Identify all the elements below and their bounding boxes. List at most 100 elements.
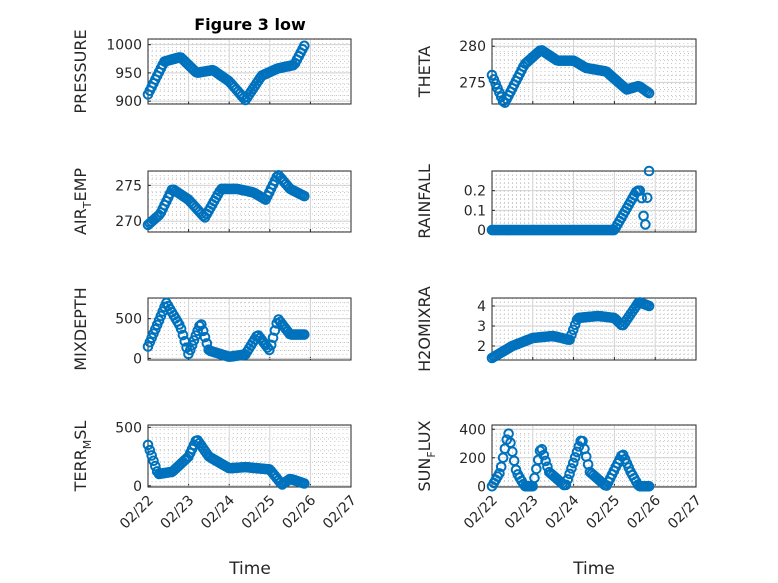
- figure-title: Figure 3 low: [194, 15, 306, 34]
- subplot-2: 275 280 THETA: [415, 38, 697, 108]
- axes-border: [491, 297, 697, 361]
- y-tick-label: 200: [459, 451, 486, 467]
- data-point: [175, 323, 187, 335]
- y-axis-label: MIXDEPTH: [71, 287, 90, 370]
- data-point: [564, 334, 575, 346]
- data-point: [264, 344, 275, 356]
- subplot-3: 270 275 AIRTEMP: [71, 168, 352, 235]
- data-point: [197, 325, 209, 337]
- x-tick-label: 02/26: [279, 492, 319, 532]
- data-point: [177, 329, 189, 341]
- data-point: [566, 329, 577, 341]
- y-axis-label: AIRTEMP: [71, 168, 94, 235]
- x-tick-label: 02/25: [239, 493, 279, 533]
- y-axis-label: SUNFLUX: [415, 420, 438, 491]
- data-point: [564, 468, 575, 480]
- data-point: [265, 339, 277, 351]
- y-tick-label: 0: [477, 479, 486, 495]
- x-tick-label: 02/26: [624, 492, 664, 532]
- data-point: [643, 300, 655, 312]
- data-point: [271, 171, 283, 183]
- y-tick-label: 4: [477, 299, 486, 315]
- data-point: [148, 455, 159, 467]
- x-tick-label: 02/22: [461, 493, 501, 533]
- data-point: [299, 478, 310, 489]
- data-point: [569, 452, 581, 463]
- data-point: [299, 190, 310, 202]
- y-tick-label: 0: [133, 351, 142, 367]
- y-axis-label: RAINFALL: [415, 164, 434, 239]
- data-point: [299, 40, 310, 52]
- y-tick-label: 500: [115, 420, 142, 436]
- data-point: [566, 463, 577, 474]
- data-point: [643, 87, 655, 99]
- subplot-4: 0 0.1 0.2 RAINFALL: [415, 164, 697, 239]
- y-tick-label: 1000: [106, 38, 142, 54]
- y-tick-label: 2: [477, 339, 486, 355]
- data-point: [299, 329, 310, 340]
- data-point: [196, 319, 207, 330]
- y-tick-label: 0.2: [464, 184, 486, 200]
- data-point: [560, 479, 572, 491]
- x-tick-label: 02/24: [543, 492, 583, 532]
- subplot-7: 0 500 TERRMSL 02/22 02/23 02/24 02/25 02/26 02/2…: [71, 420, 360, 532]
- x-axis-label-left: Time: [228, 559, 271, 579]
- x-tick-label: 02/22: [117, 493, 157, 533]
- y-tick-label: 3: [477, 319, 486, 335]
- data-point: [494, 468, 505, 479]
- axes-border: [147, 170, 352, 233]
- data-point: [643, 480, 655, 492]
- x-tick-label: 02/23: [158, 493, 198, 533]
- y-axis-label: H2OMIXRA: [415, 286, 434, 372]
- x-tick-label: 02/23: [502, 493, 542, 533]
- data-point: [640, 219, 651, 230]
- subplot-8: 0 200 400 SUNFLUX 02/22 02/23 02/24 02/25 02/26 0…: [415, 420, 705, 532]
- y-tick-label: 275: [115, 178, 142, 194]
- y-axis-label: TERRMSL: [71, 421, 94, 493]
- subplot-5: 0 500 MIXDEPTH: [71, 287, 352, 371]
- y-tick-label: 0: [477, 223, 486, 239]
- y-tick-label: 900: [115, 94, 142, 110]
- data-point: [538, 449, 550, 461]
- data-point: [568, 324, 579, 336]
- y-tick-label: 280: [459, 39, 486, 55]
- y-axis-label: THETA: [415, 46, 434, 98]
- data-point: [643, 165, 655, 177]
- x-tick-label: 02/27: [665, 493, 705, 533]
- x-tick-label: 02/24: [198, 492, 238, 532]
- axes-box: [491, 297, 697, 361]
- axes-border: [491, 424, 697, 488]
- subplot-1: 900 950 1000 PRESSURE: [71, 29, 352, 114]
- data-point: [536, 444, 548, 455]
- data-point: [267, 332, 279, 344]
- data-point: [186, 339, 198, 351]
- data-point: [184, 344, 196, 356]
- axes-box: [491, 170, 697, 233]
- y-tick-label: 270: [115, 214, 142, 230]
- y-tick-label: 275: [459, 75, 486, 91]
- data-point: [146, 450, 157, 461]
- x-tick-label: 02/27: [320, 493, 360, 533]
- data-point: [636, 192, 647, 204]
- y-tick-label: 0.1: [464, 203, 486, 219]
- subplot-6: 2 3 4 H2OMIXRA: [415, 286, 697, 372]
- data-point: [199, 331, 211, 343]
- data-point: [144, 444, 156, 456]
- y-tick-label: 0: [133, 479, 142, 495]
- data-point: [142, 439, 154, 451]
- x-tick-label: 02/25: [583, 493, 623, 533]
- data-point: [562, 474, 574, 485]
- data-point: [540, 455, 551, 467]
- data-point: [269, 325, 281, 336]
- x-axis-label-right: Time: [572, 559, 615, 579]
- y-tick-label: 400: [459, 422, 486, 438]
- axes-border: [147, 38, 352, 105]
- y-tick-label: 500: [115, 312, 142, 328]
- y-axis-label: PRESSURE: [71, 29, 90, 113]
- data-point: [568, 457, 579, 469]
- data-point: [188, 335, 200, 346]
- y-tick-label: 950: [115, 66, 142, 82]
- axes-box: [147, 170, 352, 233]
- axes-border: [147, 297, 352, 361]
